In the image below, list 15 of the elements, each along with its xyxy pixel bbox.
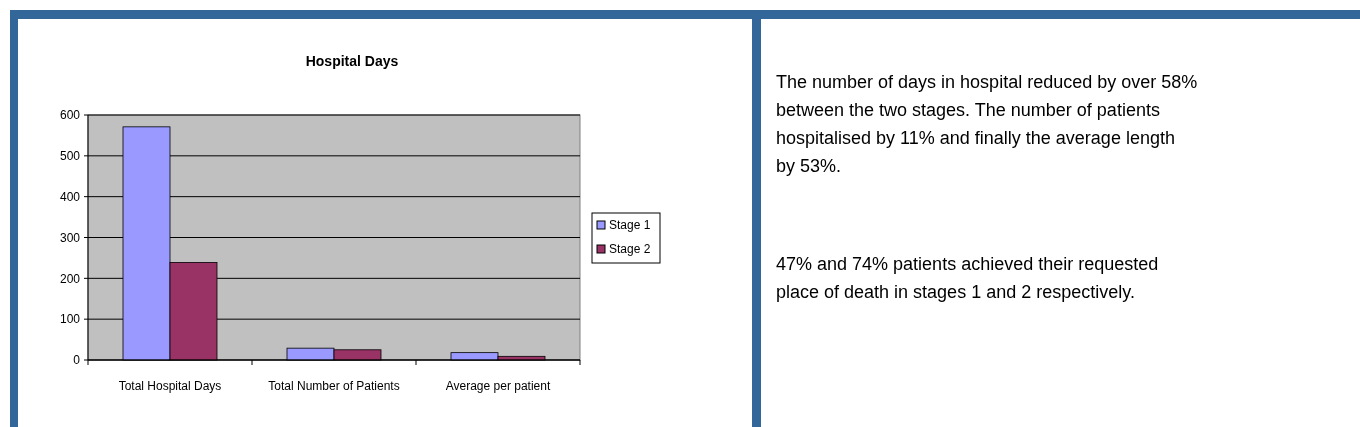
- x-tick-label: Total Number of Patients: [268, 379, 400, 393]
- x-tick-label: Average per patient: [445, 379, 551, 393]
- text: 47% and 74% patients achieved their requested place of death in stages 1 and 2 respectively.: [776, 254, 1159, 302]
- legend-label: Stage 2: [609, 242, 651, 257]
- x-tick-label: Total Hospital Days: [118, 379, 222, 393]
- y-tick-label: 0: [73, 353, 81, 368]
- y-tick-label: 500: [59, 149, 81, 164]
- legend-label: Stage 1: [609, 218, 651, 233]
- y-tick-label: 300: [59, 230, 81, 245]
- y-tick-label: 600: [59, 108, 81, 123]
- text: The number of days in hospital reduced by over 58% between the two stages. The number of patients hospitalised by 11% and finally the average length by 53%.: [776, 72, 1198, 176]
- y-tick-label: 400: [59, 189, 81, 204]
- y-tick-label: 200: [59, 271, 81, 286]
- y-tick-label: 100: [59, 312, 81, 327]
- chart-title: Hospital Days: [305, 53, 399, 69]
